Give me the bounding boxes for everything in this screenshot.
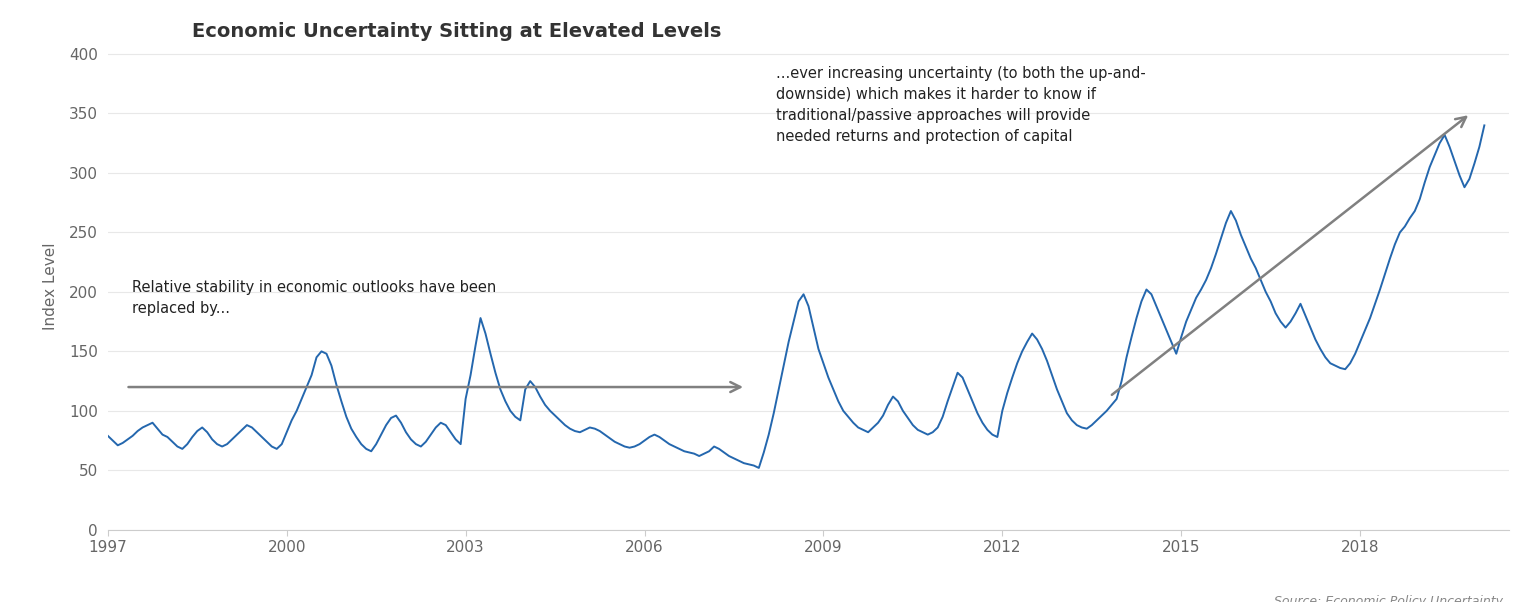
Y-axis label: Index Level: Index Level [43,242,59,330]
Text: Economic Uncertainty Sitting at Elevated Levels: Economic Uncertainty Sitting at Elevated… [192,22,721,40]
Text: ...ever increasing uncertainty (to both the up-and-
downside) which makes it har: ...ever increasing uncertainty (to both … [776,66,1146,144]
Text: Source: Economic Policy Uncertainty: Source: Economic Policy Uncertainty [1274,595,1503,602]
Text: Relative stability in economic outlooks have been
replaced by...: Relative stability in economic outlooks … [131,280,496,316]
